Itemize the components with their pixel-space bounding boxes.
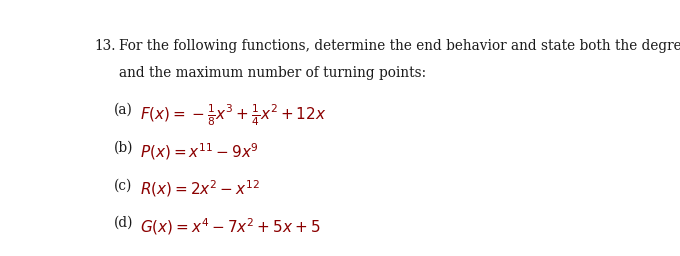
Text: $G(x) = x^4 - 7x^2 + 5x + 5$: $G(x) = x^4 - 7x^2 + 5x + 5$ (140, 216, 321, 237)
Text: $F(x) = -\frac{1}{8}x^3 + \frac{1}{4}x^2 + 12x$: $F(x) = -\frac{1}{8}x^3 + \frac{1}{4}x^2… (140, 103, 327, 128)
Text: (c): (c) (114, 179, 133, 193)
Text: (a): (a) (114, 103, 133, 117)
Text: For the following functions, determine the end behavior and state both the degre: For the following functions, determine t… (119, 39, 680, 52)
Text: (b): (b) (114, 141, 133, 155)
Text: (d): (d) (114, 216, 133, 230)
Text: $R(x) = 2x^2 - x^{12}$: $R(x) = 2x^2 - x^{12}$ (140, 179, 260, 199)
Text: 13.: 13. (95, 39, 116, 52)
Text: $P(x) = x^{11} - 9x^9$: $P(x) = x^{11} - 9x^9$ (140, 141, 259, 162)
Text: and the maximum number of turning points:: and the maximum number of turning points… (119, 66, 426, 80)
